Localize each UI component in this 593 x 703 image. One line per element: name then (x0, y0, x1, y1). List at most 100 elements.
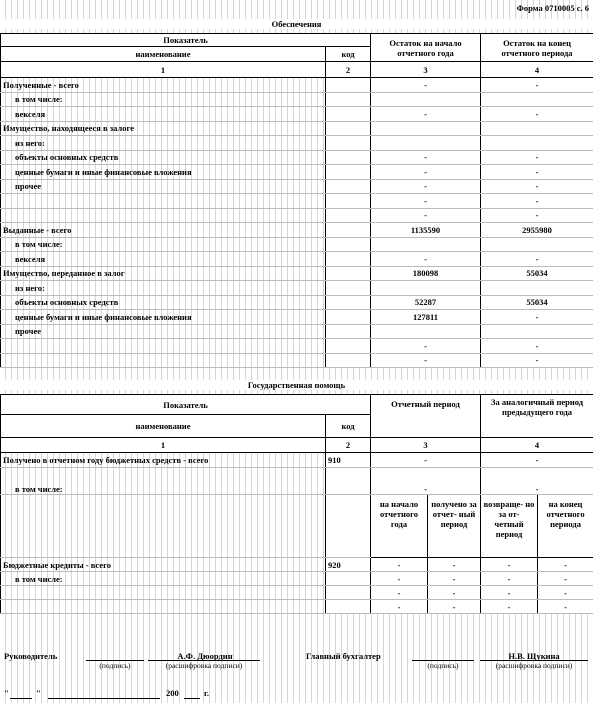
data-row: -- (0, 352, 593, 368)
sub-header-cell: на конец отчетного периода (537, 494, 593, 558)
row-value: - (480, 599, 539, 614)
row-value: - (370, 338, 482, 354)
row-value (480, 323, 593, 339)
row-value: 55034 (480, 294, 593, 310)
row-code (324, 77, 372, 93)
year-suffix: г. (204, 688, 210, 698)
data-row: -- (0, 193, 593, 209)
row-value: 2955980 (480, 222, 593, 238)
data-row: ценные бумаги и иные финансовые вложения… (0, 309, 593, 325)
collateral-table: Показатель Остаток на начало отчетного го… (0, 33, 593, 368)
row-value: - (480, 164, 593, 180)
row-value: - (537, 599, 593, 614)
decode-hint: (расшифровка подписи) (148, 660, 260, 670)
column-number: 1 (0, 61, 326, 78)
row-value (480, 280, 593, 296)
row-value: - (480, 452, 593, 468)
data-row: в том числе: (0, 236, 593, 252)
row-name (0, 352, 326, 368)
row-code (324, 467, 372, 495)
sub-header-cell: возвраще- но за от- четный период (480, 494, 539, 558)
section-title: Государственная помощь (0, 380, 593, 390)
date-line (184, 698, 200, 699)
sub-header-cell: на начало отчетного года (370, 494, 429, 558)
form-number: Форма 0710005 с. 6 (516, 3, 589, 13)
row-value: - (370, 571, 429, 586)
row-value: - (480, 178, 593, 194)
row-code (324, 207, 372, 223)
row-name: из него: (0, 135, 326, 151)
header-row: Показатель Остаток на начало отчетного го… (0, 33, 593, 62)
row-name: в том числе: (0, 91, 326, 107)
decode-hint: (расшифровка подписи) (480, 660, 588, 670)
state-aid-table: Показатель Отчетный период За аналогичный … (0, 394, 593, 614)
row-name: в том числе: (0, 571, 326, 586)
row-code (324, 280, 372, 296)
accountant-label: Главный бухгалтер (306, 651, 381, 661)
column-number: 3 (370, 61, 482, 78)
row-value: - (370, 352, 482, 368)
row-code (324, 571, 372, 586)
header-cell: наименование (0, 414, 326, 438)
data-row: Имущество, находящееся в залоге (0, 120, 593, 136)
row-value: - (370, 251, 482, 267)
row-code: 920 (324, 557, 372, 572)
row-value (370, 120, 482, 136)
row-name (0, 338, 326, 354)
row-value: - (480, 338, 593, 354)
row-name (0, 585, 326, 600)
row-name: векселя (0, 251, 326, 267)
row-code (324, 494, 372, 558)
row-value: - (480, 77, 593, 93)
header-cell: Показатель (0, 394, 372, 415)
header-cell: код (324, 46, 372, 62)
row-code (324, 352, 372, 368)
data-row: -- (0, 338, 593, 354)
row-name: объекты основных средств (0, 149, 326, 165)
row-value: - (480, 467, 593, 495)
signature-hint: (подпись) (86, 660, 144, 670)
data-row: из него: (0, 280, 593, 296)
row-value: - (480, 309, 593, 325)
column-number: 4 (480, 61, 593, 78)
row-name: Получено в отчетном году бюджетных средс… (0, 452, 326, 468)
row-code (324, 309, 372, 325)
row-name: Бюджетные кредиты - всего (0, 557, 326, 572)
row-value: - (370, 467, 482, 495)
column-number: 3 (370, 437, 482, 453)
row-value: - (480, 149, 593, 165)
row-name: Имущество, переданное в залог (0, 265, 326, 281)
row-code (324, 323, 372, 339)
row-value: - (370, 149, 482, 165)
row-value (480, 120, 593, 136)
row-value: - (370, 557, 429, 572)
row-value: - (370, 164, 482, 180)
row-code: 910 (324, 452, 372, 468)
row-value (370, 91, 482, 107)
row-value: - (427, 557, 482, 572)
row-name (0, 193, 326, 209)
row-value: - (480, 352, 593, 368)
header-cell: За аналогичный период предыдущего года (480, 394, 593, 438)
header-cell: наименование (0, 46, 326, 62)
row-code (324, 599, 372, 614)
data-row: объекты основных средств - - (0, 149, 593, 165)
row-value: - (480, 571, 539, 586)
row-name: в том числе: (0, 467, 326, 495)
row-value: - (370, 106, 482, 122)
row-value: - (480, 207, 593, 223)
row-value: - (427, 599, 482, 614)
data-row: прочее - - (0, 178, 593, 194)
row-code (324, 120, 372, 136)
row-value: 180098 (370, 265, 482, 281)
data-row: векселя - - (0, 251, 593, 267)
data-row: прочее (0, 323, 593, 339)
data-row: -- (0, 207, 593, 223)
data-row: ---- (0, 599, 593, 614)
header-cell: Остаток на начало отчетного года (370, 33, 482, 62)
row-name (0, 494, 326, 558)
row-value: - (370, 193, 482, 209)
row-value (480, 236, 593, 252)
